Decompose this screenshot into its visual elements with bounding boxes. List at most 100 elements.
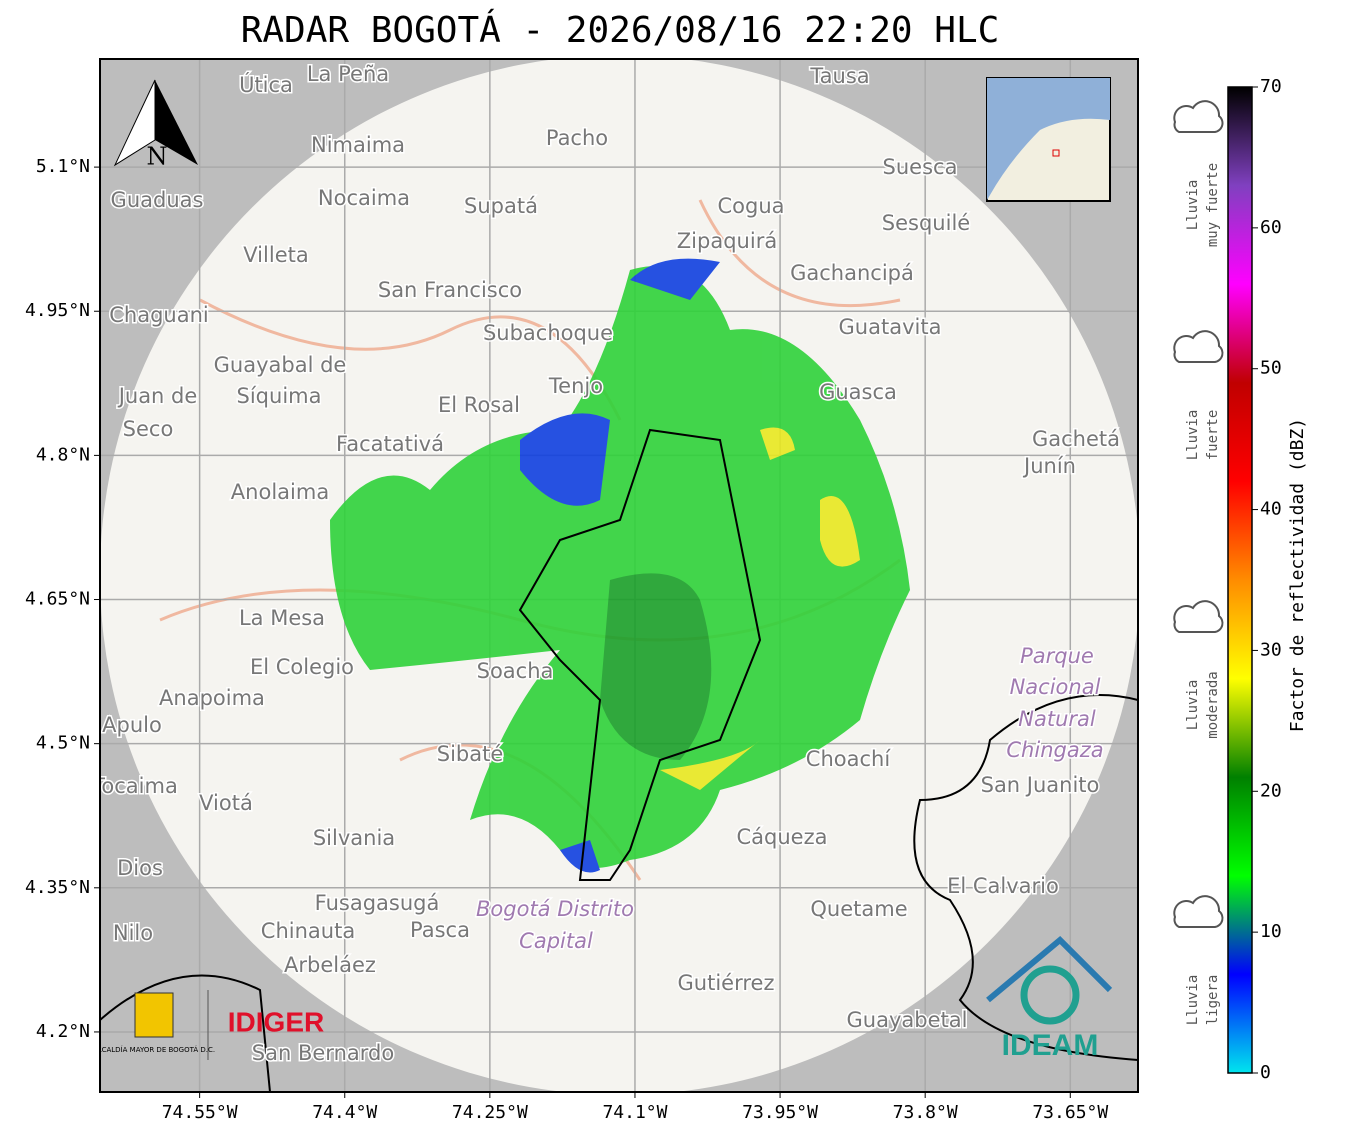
place-label: Pasca	[410, 918, 470, 942]
place-label: Sesquilé	[882, 211, 970, 235]
place-label: Choachí	[806, 747, 892, 771]
place-label: Villeta	[243, 243, 308, 267]
place-label: Bogotá Distrito	[476, 897, 634, 921]
place-label: Junín	[1022, 454, 1076, 478]
north-label: N	[147, 143, 168, 171]
weather-icon	[1173, 100, 1224, 133]
place-label: Viotá	[199, 791, 253, 815]
intensity-label: moderada	[1205, 671, 1221, 738]
place-label: Arbeláez	[284, 953, 376, 977]
x-tick-label: 73.95°W	[742, 1102, 818, 1123]
colorbar-tick-label: 10	[1260, 921, 1282, 942]
place-label: Gachancipá	[790, 261, 914, 285]
title: RADAR BOGOTÁ - 2026/08/16 22:20 HLC	[241, 9, 1000, 51]
place-label: La Mesa	[239, 606, 325, 630]
department-border	[100, 694, 1138, 1092]
place-label: Guatavita	[839, 315, 942, 339]
place-label: Anolaima	[231, 480, 329, 504]
map-area: Útica La Peña Tausa Pacho Nimaima Guaduas Noca…	[91, 59, 1138, 1092]
place-label: La Peña	[307, 62, 389, 86]
place-label: Guayabal de	[214, 353, 347, 377]
colorbar-tick-label: 70	[1260, 76, 1282, 97]
y-tick-label: 4.5°N	[36, 733, 90, 754]
alcaldia-shield	[134, 992, 174, 1038]
place-label: Natural	[1018, 707, 1096, 731]
place-label: Chingaza	[1006, 738, 1103, 762]
intensity-label: Lluvia	[1185, 975, 1201, 1026]
weather-icon	[1173, 895, 1224, 928]
intensity-label: fuerte	[1205, 410, 1221, 461]
ideam-logo: IDEAM	[1002, 1029, 1099, 1062]
place-label: Gachetá	[1032, 427, 1120, 451]
place-label: Subachoque	[483, 321, 613, 345]
place-label: Tocaima	[91, 774, 178, 798]
y-tick-label: 4.35°N	[25, 877, 90, 898]
weather-icon	[1173, 330, 1224, 363]
north-arrow	[155, 80, 198, 165]
place-label: Chaguani	[109, 303, 209, 327]
alcaldia-logo: ALCALDÍA MAYOR DE BOGOTÁ D.C.	[93, 1045, 215, 1054]
idiger-logo: IDIGER	[228, 1006, 324, 1037]
place-label: Suesca	[883, 155, 958, 179]
place-label: Silvania	[313, 826, 395, 850]
place-label: Cogua	[717, 194, 784, 218]
place-label: San Juanito	[981, 773, 1100, 797]
x-tick-label: 74.55°W	[162, 1102, 238, 1123]
place-label: Tenjo	[548, 374, 603, 398]
place-label: El Colegio	[250, 655, 354, 679]
place-label: El Calvario	[947, 874, 1059, 898]
x-tick-label: 74.25°W	[452, 1102, 528, 1123]
radar-echoes	[330, 258, 910, 873]
place-label: El Rosal	[438, 393, 520, 417]
intensity-label: Lluvia	[1185, 180, 1201, 231]
colorbar-tick-label: 50	[1260, 358, 1282, 379]
place-label: Guaduas	[111, 188, 204, 212]
place-label: Zipaquirá	[677, 229, 777, 253]
y-tick-label: 4.2°N	[36, 1021, 90, 1042]
place-label: Útica	[239, 72, 293, 97]
colorbar-label: Factor de reflectividad (dBZ)	[1287, 418, 1308, 732]
district-border	[518, 428, 762, 881]
place-label: Cáqueza	[737, 825, 828, 849]
place-label: Apulo	[102, 713, 162, 737]
place-label: Parque	[1020, 644, 1094, 668]
place-label: Guayabetal	[847, 1008, 968, 1032]
place-label: Tausa	[809, 64, 869, 88]
colorbar-tick-label: 20	[1260, 780, 1282, 801]
place-label: Fusagasugá	[315, 891, 440, 915]
place-label: Pacho	[546, 126, 608, 150]
place-label: Seco	[123, 417, 174, 441]
place-label: Síquima	[237, 384, 322, 408]
colorbar	[1227, 86, 1253, 1074]
x-tick-label: 74.1°W	[602, 1102, 667, 1123]
place-label: Nocaima	[318, 186, 410, 210]
place-label: Nimaima	[311, 133, 405, 157]
place-label: Dios	[117, 856, 163, 880]
x-tick-label: 73.65°W	[1032, 1102, 1108, 1123]
weather-icon	[1173, 600, 1224, 633]
colorbar-tick-label: 0	[1260, 1062, 1271, 1083]
colorbar-tick-label: 40	[1260, 499, 1282, 520]
place-label: Nacional	[1010, 675, 1101, 699]
place-label: Nilo	[113, 921, 153, 945]
intensity-label: Lluvia	[1185, 680, 1201, 731]
place-label: Sibaté	[437, 742, 504, 766]
place-label: Capital	[519, 929, 593, 953]
y-tick-label: 5.1°N	[36, 156, 90, 177]
place-label: Quetame	[810, 897, 907, 921]
place-label: San Bernardo	[252, 1041, 394, 1065]
place-label: San Francisco	[378, 278, 522, 302]
place-label: Chinauta	[261, 919, 355, 943]
colorbar-tick-label: 30	[1260, 639, 1282, 660]
y-tick-label: 4.8°N	[36, 444, 90, 465]
map-frame	[99, 58, 1139, 1093]
x-tick-label: 73.8°W	[893, 1102, 958, 1123]
y-tick-label: 4.65°N	[25, 589, 90, 610]
echo	[330, 266, 910, 868]
y-tick-label: 4.95°N	[25, 300, 90, 321]
echo	[600, 573, 712, 760]
colorbar-tick-label: 60	[1260, 217, 1282, 238]
intensity-label: ligera	[1205, 975, 1221, 1026]
